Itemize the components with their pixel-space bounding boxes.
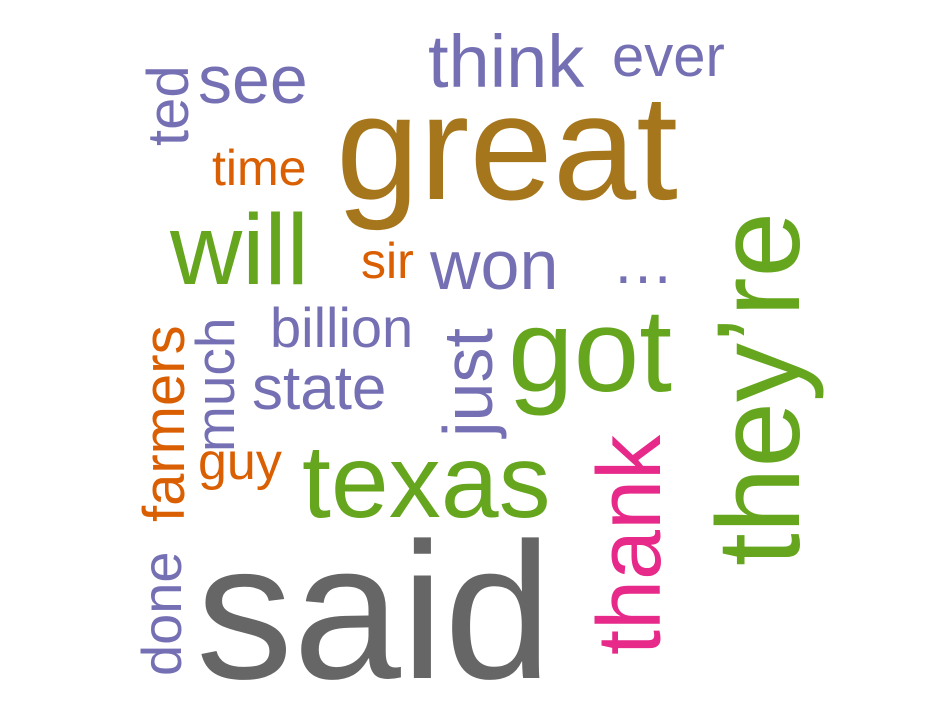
word-ever: ever bbox=[612, 24, 725, 89]
word-think: think bbox=[428, 20, 585, 103]
word-theyre: they’re bbox=[693, 211, 825, 566]
word-just: just bbox=[429, 328, 507, 437]
word-sir: sir bbox=[361, 233, 414, 289]
word-billion: billion bbox=[270, 296, 414, 359]
word-done: done bbox=[130, 551, 193, 676]
word-see: see bbox=[198, 42, 308, 118]
word-won: won bbox=[430, 226, 559, 304]
word-ted: ted bbox=[136, 65, 201, 146]
word-will: will bbox=[170, 194, 309, 306]
word-time: time bbox=[212, 140, 307, 196]
word-texas: texas bbox=[302, 424, 551, 540]
word-got: got bbox=[508, 285, 673, 417]
word-ellipsis: … bbox=[612, 228, 674, 297]
word-great: great bbox=[336, 63, 678, 231]
word-farmers: farmers bbox=[132, 325, 197, 522]
word-thank: thank bbox=[580, 434, 680, 655]
word-guy: guy bbox=[198, 433, 282, 491]
word-cloud: see think ever great time will sir won …… bbox=[130, 20, 825, 709]
word-said: said bbox=[196, 503, 552, 720]
word-state: state bbox=[252, 354, 387, 423]
